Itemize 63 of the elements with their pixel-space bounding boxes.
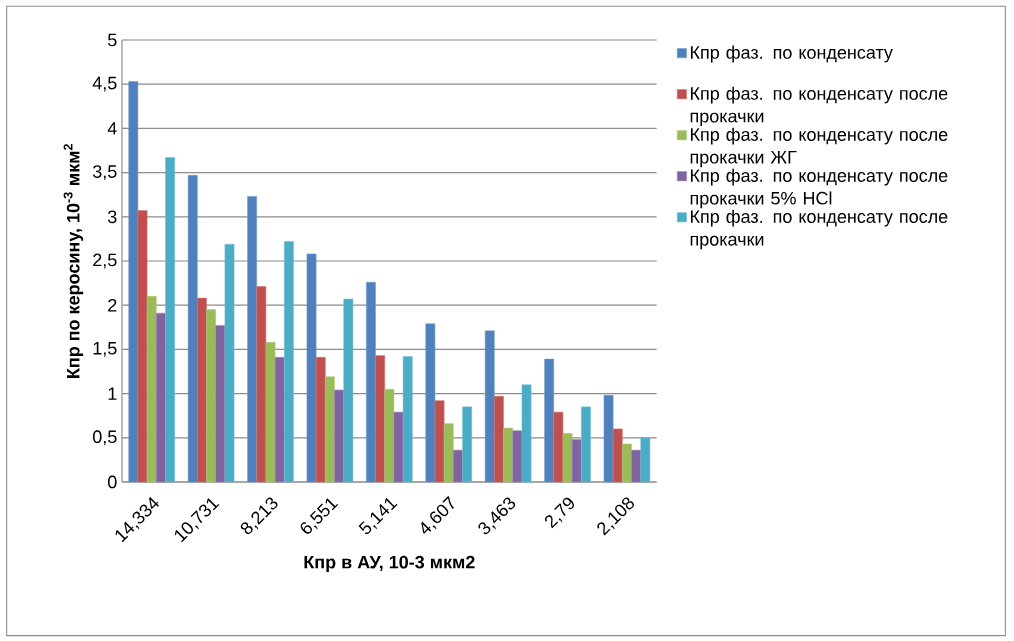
bar: [631, 449, 642, 483]
bar: [512, 430, 523, 483]
bar: [402, 356, 413, 483]
bar: [544, 358, 555, 483]
bar: [484, 330, 495, 483]
legend-label: Кпр фаз. по конденсату после прокачки: [690, 86, 948, 127]
bar: [146, 296, 157, 483]
bar: [393, 411, 404, 483]
bar: [315, 357, 326, 483]
bar: [137, 210, 148, 483]
y-tick-label: 2: [108, 298, 117, 312]
bar: [603, 395, 614, 483]
bar: [334, 389, 344, 483]
bar: [612, 428, 623, 483]
bar: [581, 406, 591, 483]
bar: [384, 388, 395, 483]
bar: [622, 443, 632, 483]
bar: [571, 439, 582, 483]
x-axis-title: Кпр в АУ, 10-3 мкм2: [304, 555, 475, 573]
legend-label: Кпр фаз. по конденсату после прокачки ЖГ: [690, 127, 948, 168]
legend-label: Кпр фаз. по конденсату после прокачки: [690, 209, 948, 250]
bar: [206, 309, 216, 483]
bar: [325, 376, 335, 483]
bar: [366, 281, 376, 483]
bar: [187, 174, 198, 483]
bar: [562, 433, 573, 483]
bar: [156, 312, 166, 483]
bar: [274, 357, 285, 483]
bar: [503, 427, 514, 483]
bar: [215, 325, 226, 483]
y-tick-label: 1: [108, 387, 117, 400]
y-tick-label: 0,5: [92, 430, 117, 446]
bar: [494, 395, 504, 483]
y-axis-title: Кпр по керосину, 10$^{-3}$ мкм$^{2}$: [63, 144, 84, 378]
bar: [284, 241, 294, 483]
bar: [640, 437, 651, 483]
y-tick-label: 4,5: [92, 76, 117, 92]
bar: [197, 297, 207, 483]
bar: [265, 342, 276, 483]
bar: [443, 423, 454, 483]
bar: [306, 253, 317, 483]
y-tick-label: 1,5: [93, 342, 117, 357]
bar: [453, 449, 463, 483]
bar: [521, 384, 532, 483]
bar: [165, 157, 175, 483]
y-tick-label: 4: [107, 122, 117, 135]
legend-label: Кпр фаз. по конденсату: [690, 45, 893, 63]
legend-label: Кпр фаз. по конденсату после прокачки 5% HCl: [690, 168, 948, 209]
bar: [553, 411, 564, 483]
y-tick-label: 3: [107, 210, 117, 224]
bar: [434, 400, 445, 483]
bar: [343, 298, 354, 483]
bar: [247, 196, 257, 483]
bar: [375, 355, 385, 483]
y-tick-label: 2,5: [93, 253, 117, 269]
bar: [462, 406, 473, 483]
bar: [256, 286, 267, 483]
bar: [425, 323, 436, 483]
bar: [224, 243, 235, 483]
y-tick-label: 5: [108, 33, 117, 47]
y-tick-label: 0: [108, 475, 117, 489]
bar: [128, 81, 139, 483]
y-tick-label: 3,5: [92, 165, 117, 181]
